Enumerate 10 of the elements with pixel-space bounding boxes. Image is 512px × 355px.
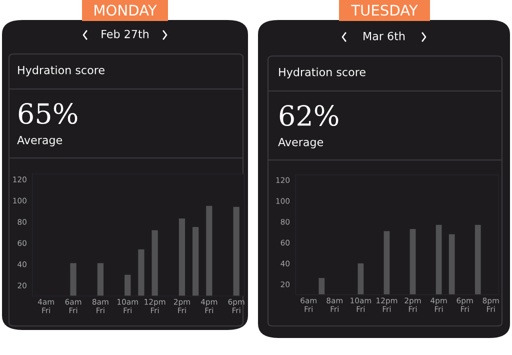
chart-subtitle: Feb 27th (102, 30, 148, 38)
text: 62% (280, 105, 338, 126)
chart-title: TUESDAY (351, 4, 418, 16)
text: Average (17, 136, 62, 146)
chart-title: MONDAY (94, 4, 157, 16)
text: Hydration score (18, 66, 104, 76)
text: Hydration score (279, 68, 366, 78)
text: Average (278, 138, 324, 148)
chart-subtitle: Mar 6th (364, 32, 405, 40)
text: 65% (18, 103, 78, 124)
